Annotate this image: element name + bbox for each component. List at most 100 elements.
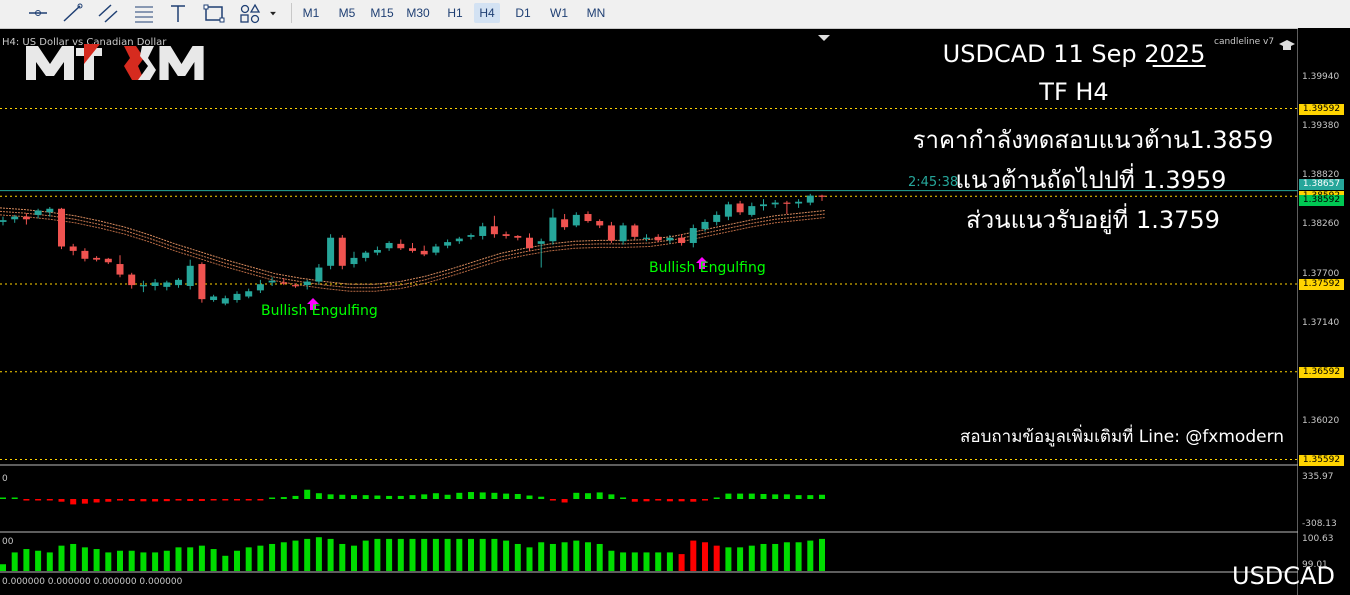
osc1-bar: [351, 495, 357, 499]
candle-body: [654, 236, 662, 241]
candle-body: [409, 248, 416, 251]
crosshair-icon[interactable]: [0, 2, 16, 24]
osc1-bar: [397, 495, 404, 499]
osc2-bar: [93, 549, 100, 571]
osc2-bar: [280, 542, 287, 571]
candle-body: [210, 296, 218, 301]
graduation-cap-icon: [1279, 36, 1295, 55]
price-tick: 1.37140: [1302, 317, 1340, 328]
osc1-bar: [573, 492, 580, 499]
osc2-bar: [702, 542, 708, 571]
osc1-bar: [585, 493, 591, 499]
osc1-bar: [538, 496, 545, 499]
dropdown-arrow-icon[interactable]: [266, 2, 280, 24]
annotation-timeframe: TF H4: [1039, 78, 1109, 106]
osc2-bar: [198, 545, 205, 571]
timeframe-h4[interactable]: H4: [474, 3, 500, 23]
timeframe-m5[interactable]: M5: [338, 6, 356, 20]
osc1-bar: [432, 493, 439, 499]
osc1-bar: [409, 495, 416, 499]
candle-body: [420, 250, 428, 255]
timeframe-m15[interactable]: M15: [370, 6, 394, 20]
osc1-bar: [690, 499, 697, 502]
osc2-bar: [491, 538, 498, 571]
candle-body: [607, 225, 615, 241]
timeframe-d1[interactable]: D1: [515, 6, 531, 20]
candle-body: [198, 264, 206, 300]
osc2-bar: [58, 545, 65, 571]
osc1-bar: [643, 499, 650, 502]
ma-band-line: [0, 207, 826, 285]
timeframe-m1[interactable]: M1: [302, 6, 320, 20]
osc2-bar: [526, 547, 533, 571]
osc2-bar: [725, 547, 732, 571]
osc2-bar: [760, 543, 767, 571]
timeframe-m30[interactable]: M30: [406, 6, 430, 20]
candle-body: [362, 252, 370, 258]
candle-body: [689, 228, 697, 243]
price-scale[interactable]: [1298, 28, 1350, 595]
osc1-bar: [362, 495, 369, 499]
osc1-bar: [304, 489, 311, 499]
oscillator-scale-label: 335.97: [1302, 472, 1334, 482]
osc1-bar: [0, 497, 6, 499]
candle-body: [724, 204, 732, 217]
osc1-bar: [11, 497, 18, 499]
candle-body: [338, 237, 346, 266]
price-tick: 1.38820: [1302, 170, 1340, 181]
candle-body: [327, 237, 335, 266]
shapes-icon[interactable]: [238, 2, 262, 24]
candle-body: [385, 242, 393, 249]
osc2-bar: [117, 550, 123, 571]
text-tool-icon[interactable]: [166, 2, 190, 24]
osc1-bar: [58, 499, 65, 502]
price-chart[interactable]: [0, 28, 1350, 595]
osc1-bar: [35, 499, 42, 501]
timeframe-h1[interactable]: H1: [447, 6, 463, 20]
candle-body: [771, 202, 779, 205]
candle-body: [151, 282, 159, 286]
osc1-bar: [702, 499, 708, 501]
chart-shift-marker-icon[interactable]: [818, 28, 830, 47]
osc2-bar: [245, 547, 252, 571]
rectangle-icon[interactable]: [202, 2, 226, 24]
channel-icon[interactable]: [96, 2, 120, 24]
candle-body: [128, 274, 136, 286]
price-tick: 1.39940: [1302, 72, 1340, 82]
current-price-label: 1.38657: [1299, 178, 1344, 190]
osc1-bar: [783, 494, 790, 499]
osc1-bar: [374, 495, 381, 499]
fibonacci-icon[interactable]: [132, 2, 156, 24]
osc1-bar: [713, 497, 720, 499]
timeframe-mn[interactable]: MN: [586, 6, 606, 20]
candle-body: [186, 265, 194, 286]
candle-body: [549, 217, 557, 242]
osc2-bar: [222, 555, 229, 571]
osc1-bar: [280, 497, 287, 499]
horizontal-line-icon[interactable]: [26, 2, 50, 24]
annotation-contact: สอบถามข้อมูลเพิ่มเติมที่ Line: @fxmodern: [960, 427, 1285, 447]
chart-toolbar: M1 M5 M15 M30 H1 H4 D1 W1 MN: [0, 0, 1350, 29]
candle-body: [514, 235, 522, 238]
level-price-label: 1.36592: [1299, 366, 1344, 378]
osc2-bar: [666, 552, 673, 571]
bar-countdown: 2:45:38: [908, 175, 959, 190]
price-tick: 1.36020: [1302, 416, 1340, 426]
candle-body: [678, 237, 686, 243]
osc1-bar: [222, 499, 229, 501]
osc1-bar: [760, 493, 767, 499]
bullish-arrow-icon: [307, 298, 319, 310]
trendline-icon[interactable]: [60, 2, 84, 24]
candle-body: [713, 214, 721, 222]
osc1-bar: [105, 499, 112, 502]
osc1-bar: [491, 492, 498, 499]
candle-body: [81, 250, 89, 259]
osc1-bar: [748, 493, 755, 499]
osc1-bar: [526, 495, 533, 499]
osc1-bar: [596, 492, 603, 499]
osc1-bar: [93, 499, 100, 503]
osc1-bar: [608, 494, 615, 499]
candle-body: [467, 235, 475, 237]
mt-xm-logo: [24, 38, 224, 84]
timeframe-w1[interactable]: W1: [550, 6, 568, 20]
